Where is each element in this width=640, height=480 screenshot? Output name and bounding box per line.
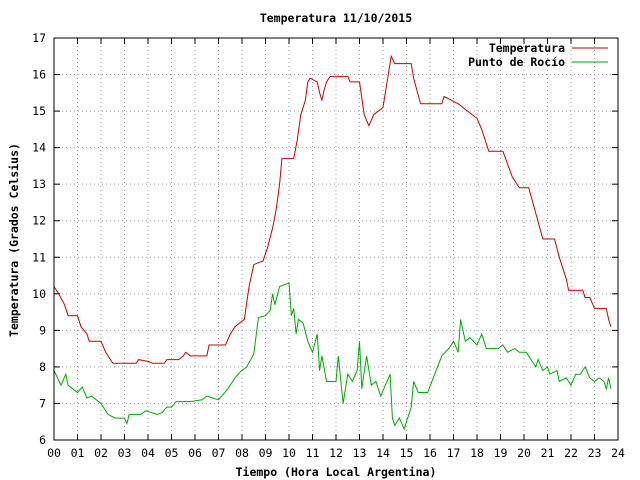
x-tick-label: 08 [235,446,249,460]
y-tick-label: 9 [39,323,46,337]
legend: Temperatura Punto de Rocío [468,41,608,69]
y-tick-label: 17 [32,31,46,45]
x-tick-label: 12 [329,446,343,460]
x-tick-label: 21 [541,446,555,460]
x-tick-label: 18 [470,446,484,460]
x-tick-label: 03 [118,446,132,460]
plot-frame [53,37,619,441]
legend-label-temperatura: Temperatura [489,41,565,55]
punto-de-rocio-line [53,282,612,431]
x-tick-label: 13 [353,446,367,460]
y-tick-label: 12 [32,214,46,228]
temperatura-line [53,54,612,364]
y-tick-label: 14 [32,141,46,155]
x-axis-title: Tiempo (Hora Local Argentina) [236,465,437,479]
x-tick-label: 09 [259,446,273,460]
x-tick-label: 00 [47,446,61,460]
chart-title: Temperatura 11/10/2015 [260,11,412,25]
x-tick-label: 05 [165,446,179,460]
x-tick-label: 14 [376,446,390,460]
y-tick-label: 10 [32,287,46,301]
x-tick-label: 15 [400,446,414,460]
y-tick-label: 15 [32,104,46,118]
x-tick-label: 10 [282,446,296,460]
x-tick-label: 06 [188,446,202,460]
y-tick-label: 11 [32,250,46,264]
x-axis-ticks: 00 01 02 03 04 05 06 07 08 09 10 11 12 13 14 15 16 17 18 19… [47,38,625,460]
y-axis-ticks: 6 7 8 9 10 11 12 13 14 15 16 17 [32,31,618,447]
x-tick-label: 11 [306,446,320,460]
y-tick-label: 6 [39,433,46,447]
series-lines [53,54,612,431]
x-tick-label: 01 [71,446,85,460]
x-tick-label: 23 [588,446,602,460]
x-tick-label: 24 [611,446,625,460]
legend-label-punto-de-rocio: Punto de Rocío [468,55,565,69]
y-axis-title: Temperatura (Grados Celsius) [7,143,21,337]
x-tick-label: 02 [94,446,108,460]
x-tick-label: 16 [423,446,437,460]
x-tick-label: 19 [494,446,508,460]
y-tick-label: 16 [32,68,46,82]
x-tick-label: 22 [564,446,578,460]
x-tick-label: 07 [212,446,226,460]
y-tick-label: 7 [39,396,46,410]
x-tick-label: 17 [447,446,461,460]
y-tick-label: 13 [32,177,46,191]
x-tick-label: 20 [517,446,531,460]
x-tick-label: 04 [141,446,155,460]
grid [54,38,618,440]
y-tick-label: 8 [39,360,46,374]
